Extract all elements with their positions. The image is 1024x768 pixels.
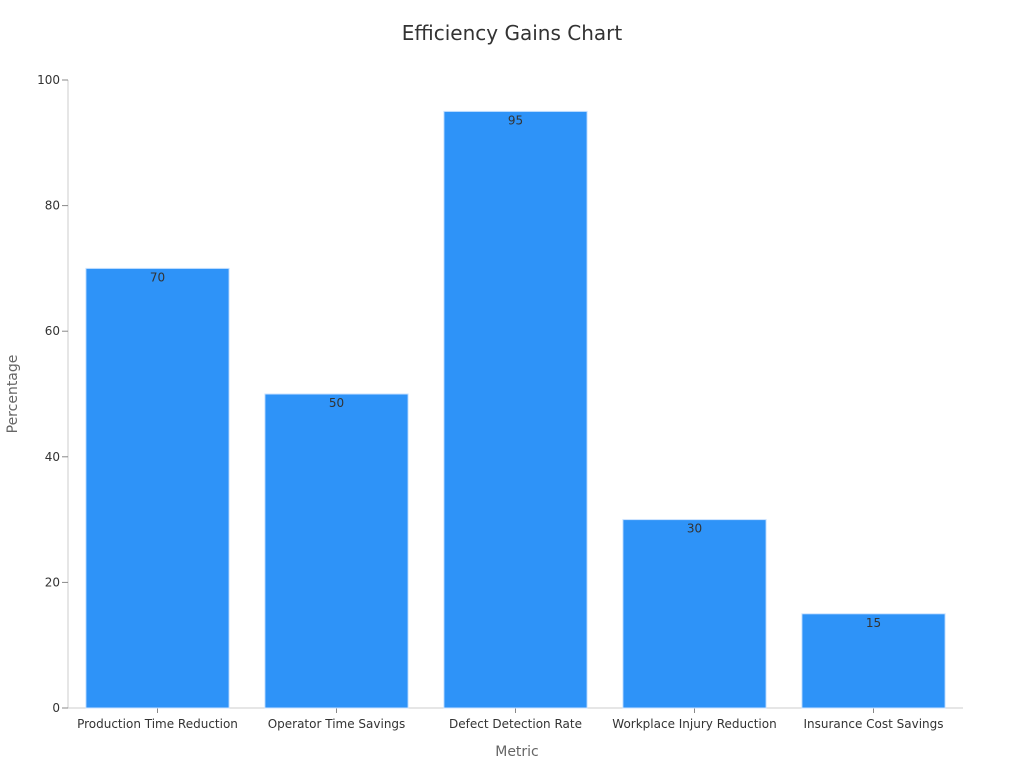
y-tick-label: 0 — [52, 701, 60, 715]
data-labels: 70 50 95 30 15 — [150, 113, 881, 629]
x-tick-label: Workplace Injury Reduction — [612, 717, 776, 731]
bar-data-label: 95 — [508, 113, 523, 127]
x-tick-label: Insurance Cost Savings — [803, 717, 943, 731]
y-axis: 0 20 40 60 80 100 — [37, 73, 69, 715]
chart-title: Efficiency Gains Chart — [402, 21, 623, 45]
y-tick-label: 100 — [37, 73, 60, 87]
bar-data-label: 70 — [150, 270, 165, 284]
y-tick-label: 80 — [45, 199, 60, 213]
y-tick-label: 40 — [45, 450, 60, 464]
x-tick-label: Operator Time Savings — [268, 717, 406, 731]
y-tick-label: 20 — [45, 575, 60, 589]
bar — [622, 519, 767, 709]
x-axis-title: Metric — [495, 744, 539, 760]
x-tick-label: Production Time Reduction — [77, 717, 238, 731]
bar — [85, 267, 230, 709]
bar-data-label: 15 — [866, 616, 881, 630]
bar — [443, 110, 588, 709]
bar-data-label: 50 — [329, 396, 344, 410]
bar — [801, 613, 946, 709]
y-axis-title: Percentage — [5, 355, 21, 434]
bar-data-label: 30 — [687, 522, 702, 536]
x-axis: Production Time Reduction Operator Time S… — [68, 707, 963, 731]
x-tick-label: Defect Detection Rate — [449, 717, 582, 731]
bar — [264, 393, 409, 709]
bar-series — [85, 110, 946, 709]
y-tick-label: 60 — [45, 324, 60, 338]
